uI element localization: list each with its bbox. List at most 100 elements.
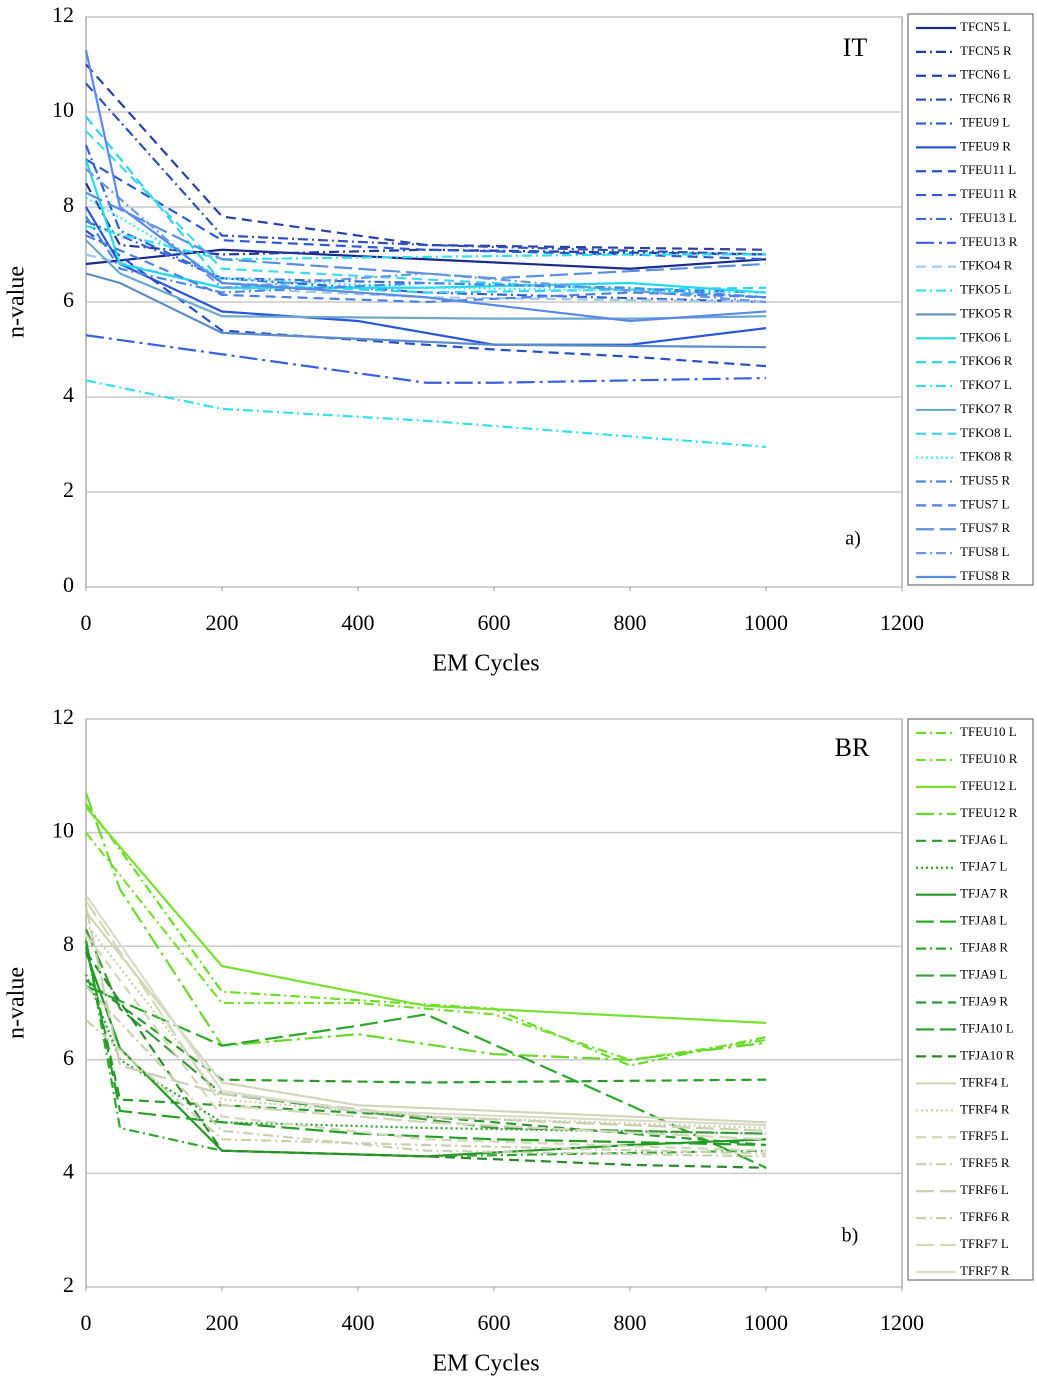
x-tick-label: 200: [206, 1310, 239, 1335]
legend-label: TFEU13 R: [960, 234, 1018, 249]
annotation: IT: [843, 33, 868, 62]
data-line: [84, 906, 767, 1132]
panel-label: a): [845, 528, 861, 550]
legend-label: TFRF6 L: [960, 1182, 1009, 1197]
legend-label: TFRF5 R: [960, 1155, 1010, 1170]
y-tick-label: 0: [63, 572, 74, 597]
legend-label: TFKO8 R: [960, 449, 1013, 464]
legend-label: TFJA8 R: [960, 940, 1008, 955]
y-axis-label: n-value: [4, 967, 30, 1039]
panel-label: b): [842, 1225, 859, 1247]
legend-label: TFEU9 L: [960, 114, 1010, 129]
data-line: [85, 900, 767, 1141]
data-line: [85, 985, 767, 1158]
legend-label: TFKO7 L: [960, 377, 1012, 392]
legend-label: TFJA10 R: [960, 1047, 1015, 1062]
data-line: [85, 82, 767, 256]
y-tick-label: 12: [52, 704, 74, 729]
legend-label: TFRF7 L: [960, 1236, 1009, 1251]
legend-label: TFRF4 L: [960, 1074, 1009, 1089]
legend-label: TFEU10 R: [960, 751, 1018, 766]
legend-label: TFJA7 L: [960, 859, 1007, 874]
x-tick-label: 1200: [880, 610, 924, 635]
data-line: [85, 1019, 767, 1155]
legend-label: TFEU13 L: [960, 210, 1017, 225]
legend-label: TFEU10 L: [960, 724, 1017, 739]
x-tick-label: 400: [342, 1310, 375, 1335]
legend-label: TFUS8 R: [960, 568, 1011, 583]
legend-label: TFJA8 L: [960, 913, 1007, 928]
data-line: [85, 894, 767, 1127]
data-line: [85, 831, 767, 1061]
y-tick-label: 6: [63, 1045, 74, 1070]
data-line: [85, 984, 767, 1169]
legend-label: TFCN5 L: [960, 19, 1011, 34]
legend-box: [907, 13, 1034, 586]
data-line: [85, 182, 767, 256]
legend-label: TFJA10 L: [960, 1020, 1014, 1035]
data-line: [85, 806, 767, 1024]
y-tick-label: 10: [52, 818, 74, 843]
legend-label: TFEU12 R: [960, 805, 1018, 820]
legend-label: TFUS7 L: [960, 496, 1010, 511]
x-tick-label: 600: [478, 610, 511, 635]
legend-label: TFUS5 R: [960, 473, 1011, 488]
legend-label: TFRF5 L: [960, 1128, 1009, 1143]
x-tick-label: 800: [614, 610, 647, 635]
data-line: [85, 63, 767, 251]
data-line: [85, 158, 767, 261]
data-line: [84, 940, 767, 1147]
x-axis-label: EM Cycles: [432, 651, 539, 677]
y-tick-label: 4: [63, 1158, 74, 1183]
x-tick-label: 800: [614, 1310, 647, 1335]
data-line: [85, 229, 767, 368]
data-line: [85, 951, 767, 1169]
data-line: [85, 803, 767, 1067]
data-line: [85, 379, 767, 448]
x-tick-label: 1200: [880, 1310, 924, 1335]
y-tick-label: 2: [63, 1272, 74, 1297]
chart-panel: 0 2 4 6 8 10 12 0 200 400 600 800 1000 1200 EM Cycles n…: [4, 2, 1034, 677]
y-tick-label: 8: [63, 192, 74, 217]
legend-label: TFEU12 L: [960, 778, 1017, 793]
data-line: [85, 224, 766, 261]
legend-label: TFCN5 R: [960, 43, 1012, 58]
y-axis-label: n-value: [4, 266, 30, 338]
data-line: [85, 911, 767, 1124]
legend-label: TFJA9 L: [960, 967, 1007, 982]
data-line: [85, 215, 767, 299]
data-line: [85, 234, 767, 304]
x-tick-label: 0: [81, 610, 92, 635]
data-line: [85, 168, 767, 304]
annotation: BR: [835, 733, 870, 762]
legend-box: [907, 718, 1034, 1281]
data-line: [85, 272, 767, 349]
legend-label: TFJA9 R: [960, 993, 1008, 1008]
x-tick-label: 1000: [744, 1310, 788, 1335]
legend-label: TFUS8 L: [960, 544, 1010, 559]
legend-label: TFKO5 R: [960, 305, 1013, 320]
x-tick-label: 400: [342, 610, 375, 635]
legend-label: TFKO5 L: [960, 282, 1012, 297]
legend-label: TFKO6 L: [960, 329, 1012, 344]
x-tick-label: 200: [206, 610, 239, 635]
plot-area: [85, 718, 903, 1288]
chart-panel: 2 4 6 8 10 12 0 200 400 600 800 1000 1200 EM Cycles n-…: [4, 704, 1034, 1377]
x-tick-label: 600: [478, 1310, 511, 1335]
data-line: [85, 334, 767, 384]
legend-label: TFKO4 R: [960, 258, 1013, 273]
legend-label: TFKO7 R: [960, 401, 1013, 416]
x-tick-label: 0: [81, 1310, 92, 1335]
data-line: [84, 50, 767, 323]
data-line: [85, 934, 767, 1152]
data-line: [85, 979, 767, 1084]
data-line: [85, 191, 767, 280]
legend-label: TFEU11 L: [960, 162, 1016, 177]
legend-label: TFKO6 R: [960, 353, 1013, 368]
y-tick-label: 2: [63, 477, 74, 502]
legend-label: TFJA7 R: [960, 886, 1008, 901]
legend-label: TFJA6 L: [960, 832, 1007, 847]
data-line: [85, 922, 767, 1130]
x-axis-label: EM Cycles: [432, 1351, 539, 1377]
